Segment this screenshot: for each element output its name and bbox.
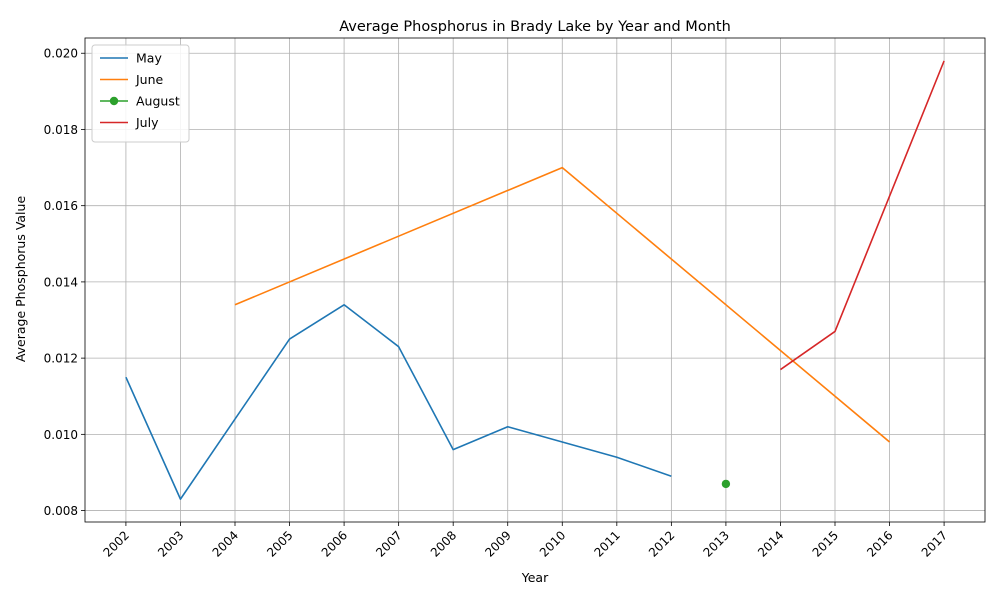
plot-area-frame: [84, 37, 986, 523]
x-tick-label: 2004: [210, 528, 241, 559]
y-axis-label: Average Phosphorus Value: [13, 196, 28, 363]
y-tick-label: 0.014: [44, 275, 78, 289]
x-tick-label: 2005: [264, 528, 295, 559]
y-tick-label: 0.010: [44, 428, 78, 442]
series-lines: [125, 60, 945, 500]
x-tick-label: 2013: [701, 528, 732, 559]
x-tick-label: 2010: [537, 528, 568, 559]
y-tick-label: 0.008: [44, 504, 78, 518]
x-tick-label: 2015: [810, 528, 841, 559]
legend-frame: [91, 44, 190, 143]
x-axis-label: Year: [521, 570, 549, 585]
y-axis-ticks: 0.008 0.010 0.012 0.014 0.016 0.018 0.020: [44, 47, 85, 518]
x-tick-label: 2006: [319, 528, 350, 559]
x-tick-label: 2002: [101, 528, 132, 559]
y-tick-label: 0.018: [44, 123, 78, 137]
grid: [85, 38, 985, 522]
x-tick-label: 2008: [428, 528, 459, 559]
x-tick-label: 2016: [864, 528, 895, 559]
x-tick-label: 2009: [482, 528, 513, 559]
legend-label-may: May: [136, 51, 162, 66]
y-tick-label: 0.020: [44, 47, 78, 61]
x-tick-label: 2007: [373, 528, 404, 559]
series-line-may: [125, 303, 672, 500]
legend: May June August July: [91, 44, 190, 143]
x-tick-label: 2017: [919, 528, 950, 559]
x-axis-ticks: 2002 2003 2004 2005 2006 2007 2008 2009 2010 2011…: [101, 522, 950, 560]
legend-label-june: June: [135, 72, 164, 87]
y-tick-label: 0.012: [44, 352, 78, 366]
x-tick-label: 2011: [591, 528, 622, 559]
legend-label-august: August: [136, 94, 180, 109]
y-tick-label: 0.016: [44, 199, 78, 213]
data-point-august: [721, 479, 731, 489]
series-line-june: [234, 166, 891, 443]
x-tick-label: 2014: [755, 528, 786, 559]
chart-title: Average Phosphorus in Brady Lake by Year…: [339, 19, 731, 35]
x-tick-label: 2012: [646, 528, 677, 559]
legend-label-july: July: [135, 115, 159, 130]
series-line-july: [779, 60, 945, 371]
x-tick-label: 2003: [155, 528, 186, 559]
legend-marker-august: [109, 96, 119, 106]
